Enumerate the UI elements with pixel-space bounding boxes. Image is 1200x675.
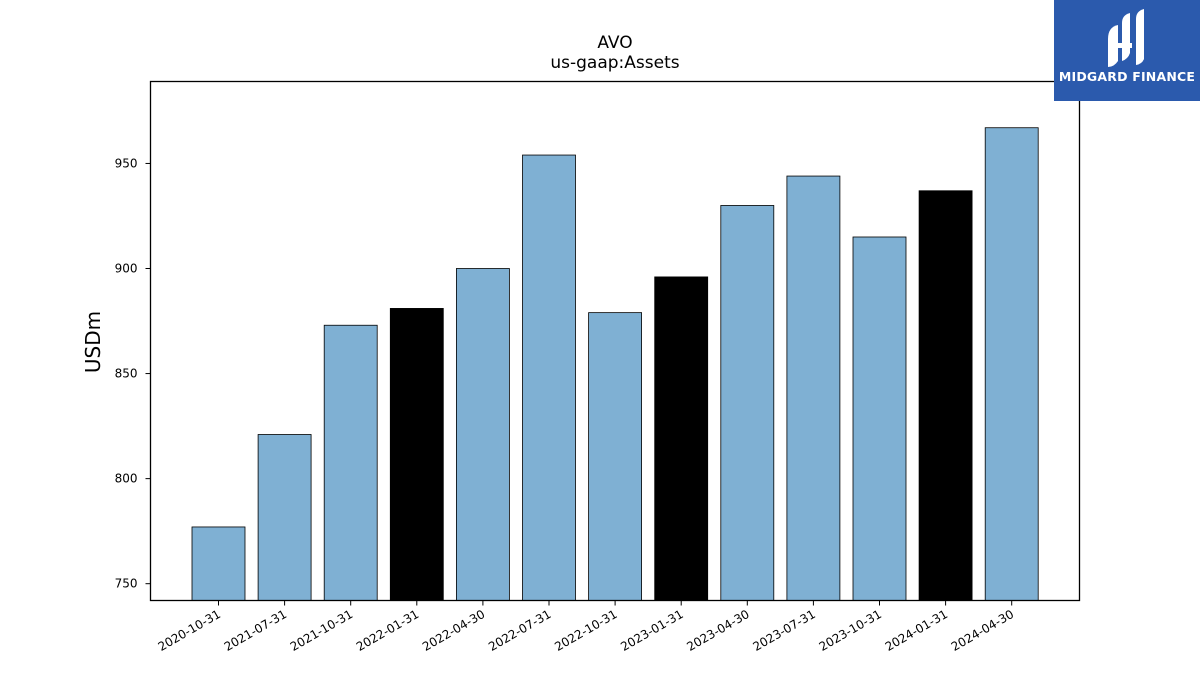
- chart-subtitle: us-gaap:Assets: [550, 53, 679, 73]
- x-tick-label: 2022-04-30: [420, 607, 487, 654]
- y-tick-label: 750: [115, 577, 138, 591]
- x-tick-label: 2024-01-31: [883, 607, 950, 654]
- x-tick-label: 2022-07-31: [486, 607, 553, 654]
- x-tick-label: 2022-10-31: [552, 607, 619, 654]
- logo-text: MIDGARD FINANCE: [1058, 69, 1196, 84]
- bar-2022-04-30: [455, 268, 510, 601]
- bar-2021-07-31: [257, 434, 312, 601]
- y-axis-label: USDm: [81, 311, 105, 373]
- y-tick-label: 900: [115, 262, 138, 276]
- bar-2023-01-31: [654, 276, 709, 601]
- bar-2021-10-31: [323, 324, 378, 601]
- bar-2024-04-30: [984, 127, 1039, 601]
- chart-title: AVO: [597, 33, 632, 53]
- x-tick-label: 2023-07-31: [750, 607, 817, 654]
- bar-2024-01-31: [918, 190, 973, 601]
- y-tick-label: 950: [115, 156, 138, 170]
- x-tick-label: 2023-04-30: [684, 607, 751, 654]
- y-tick-label: 850: [115, 367, 138, 381]
- x-tick-label: 2021-10-31: [288, 607, 355, 654]
- plot-frame: [149, 80, 1081, 602]
- midgard-finance-logo: MIDGARD FINANCE: [1054, 0, 1200, 101]
- plot-area: 750 800 850 900 950 2020-10-312021-07-312021-…: [115, 127, 1039, 654]
- y-tick-label: 800: [115, 472, 138, 486]
- x-tick-label: 2022-01-31: [354, 607, 421, 654]
- x-tick-label: 2020-10-31: [156, 607, 223, 654]
- x-tick-label: 2021-07-31: [222, 607, 289, 654]
- x-tick-label: 2023-01-31: [618, 607, 685, 654]
- bar-2023-04-30: [720, 205, 775, 601]
- x-tick-label: 2024-04-30: [949, 607, 1016, 654]
- bar-2020-10-31: [191, 526, 246, 601]
- bar-2023-07-31: [786, 175, 841, 601]
- bar-2022-07-31: [522, 154, 576, 601]
- logo-mark-icon: [1108, 9, 1144, 67]
- bar-2022-01-31: [389, 308, 444, 601]
- bar-2023-10-31: [852, 236, 907, 601]
- bar-2022-10-31: [588, 312, 642, 601]
- x-tick-label: 2023-10-31: [817, 607, 884, 654]
